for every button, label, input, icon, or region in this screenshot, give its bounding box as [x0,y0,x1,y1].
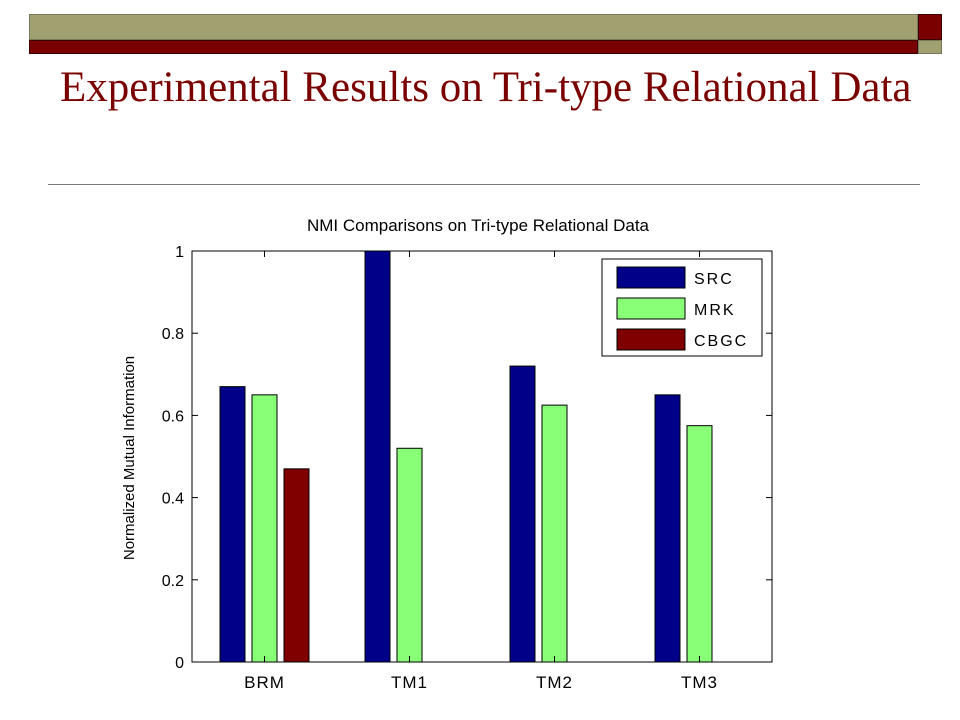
y-tick-label: 0.8 [162,326,184,343]
y-tick-label: 0.4 [162,491,184,508]
x-tick-label-tm3: TM3 [681,673,718,692]
x-tick-label-brm: BRM [244,673,285,692]
y-tick-label: 1 [175,244,184,261]
header-maroon-bar [29,40,918,54]
legend-swatch-src [616,266,686,289]
legend-swatch-cbgc [616,328,686,351]
bar-mrk-tm1 [396,447,423,663]
bar-mrk-tm3 [686,425,713,663]
bar-mrk-brm [251,394,278,663]
chart-title: NMI Comparisons on Tri-type Relational D… [307,216,650,235]
legend-label-mrk: MRK [694,302,736,319]
bar-cbgc-brm [283,468,310,663]
bar-src-tm2 [509,365,536,663]
header-maroon-square [918,14,942,40]
bar-src-brm [219,386,246,663]
legend-label-cbgc: CBGC [694,333,748,350]
legend-label-src: SRC [694,271,734,288]
slide-header-decoration [0,0,960,58]
header-olive-bar [29,14,918,40]
legend: SRC MRK CBGC [601,258,763,357]
legend-swatch-mrk [616,297,686,320]
y-tick-label: 0 [175,655,184,672]
bar-mrk-tm2 [541,404,568,663]
y-tick-label: 0.6 [162,408,184,425]
y-axis-label: Normalized Mutual Information [121,356,138,560]
slide-title: Experimental Results on Tri-type Relatio… [60,64,912,111]
x-tick-label-tm2: TM2 [536,673,573,692]
bar-src-tm3 [654,394,681,663]
x-tick-label-tm1: TM1 [391,673,428,692]
bars-group [219,250,713,663]
title-divider [48,184,920,185]
header-olive-square [918,40,942,54]
bar-src-tm1 [364,250,391,663]
ticks-group: 0 0.2 0.4 0.6 0.8 1 BRM TM1 TM2 TM3 [162,244,772,692]
y-tick-label: 0.2 [162,573,184,590]
